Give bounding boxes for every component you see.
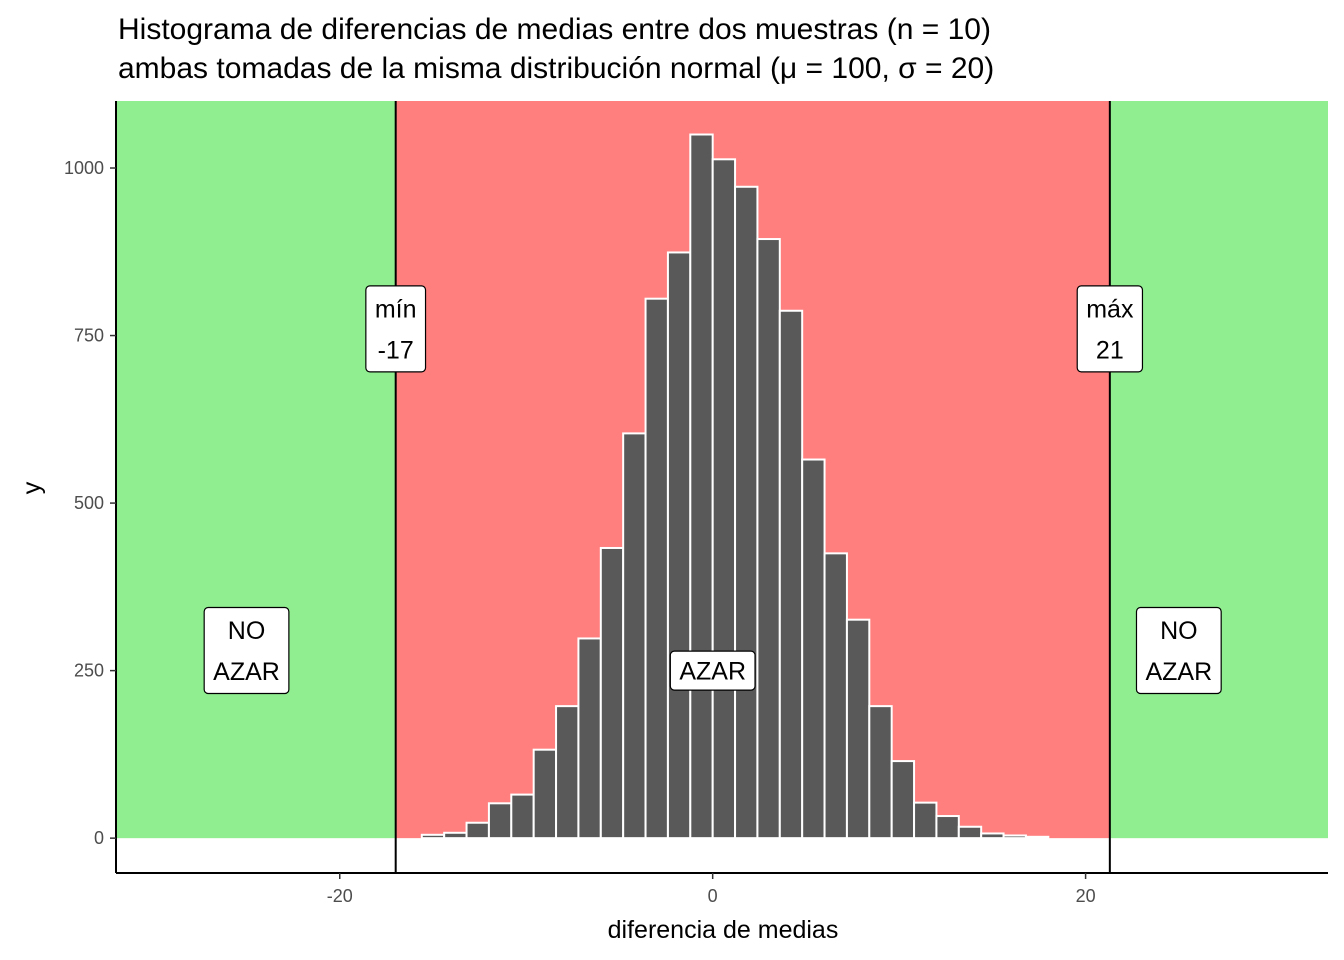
histogram-bar: [532, 748, 558, 840]
min-label-box: [365, 285, 427, 373]
no-azar-left-label-line: NO: [228, 617, 266, 645]
threshold-lines: [394, 101, 1111, 873]
no-azar-right-label-box: [1135, 606, 1222, 695]
no-azar-left-region: [116, 101, 396, 839]
histogram-bar: [577, 637, 602, 840]
chart-title-line-2: ambas tomadas de la misma distribución n…: [118, 52, 995, 85]
chart-title-line-1: Histograma de diferencias de medias entr…: [118, 13, 991, 46]
histogram-bar: [420, 833, 446, 840]
y-tick-label: 750: [74, 326, 104, 346]
no-azar-right-label-line: NO: [1160, 617, 1198, 645]
histogram-bar: [1024, 835, 1050, 840]
histogram-bar: [845, 618, 871, 840]
histogram-bar: [644, 297, 669, 840]
histogram-bar: [443, 831, 468, 840]
histogram-bar: [823, 552, 848, 840]
annotation-labels: mín -17 máx 21 NO AZAR AZAR NO AZAR: [203, 285, 1222, 695]
histogram-bar: [734, 185, 759, 840]
y-tick-label: 0: [94, 828, 104, 848]
x-tick-label: -20: [327, 886, 353, 906]
no-azar-left-label-box: [203, 606, 290, 695]
max-label-box: [1076, 285, 1144, 373]
y-tick-label: 1000: [64, 158, 104, 178]
histogram-bar: [1002, 834, 1027, 840]
max-label-line: 21: [1096, 336, 1124, 364]
azar-label-box: [669, 650, 756, 691]
histogram-bar: [487, 802, 513, 840]
histogram-bar: [622, 432, 647, 840]
y-tick-label: 250: [74, 661, 104, 681]
histogram-bar: [465, 821, 490, 840]
histogram-bar: [599, 546, 625, 840]
no-azar-left-label: NO AZAR: [203, 606, 290, 695]
histogram-bar: [957, 825, 983, 840]
histogram-bar: [666, 251, 692, 840]
histogram-bar: [801, 458, 826, 840]
no-azar-right-label: NO AZAR: [1135, 606, 1222, 695]
x-tick-label: 20: [1076, 886, 1096, 906]
histogram-bar: [711, 158, 737, 840]
axes: 0 250 500 750 1000 -20 0 20: [64, 101, 1328, 906]
y-axis-title: y: [18, 481, 46, 494]
no-azar-right-region: [1109, 101, 1328, 839]
histogram-bar: [868, 705, 893, 840]
max-label-line: máx: [1086, 295, 1134, 323]
histogram-bar: [689, 133, 714, 840]
azar-label: AZAR: [669, 650, 756, 691]
histogram-bar: [980, 832, 1005, 840]
histogram-bar: [778, 309, 804, 840]
min-label: mín -17: [365, 285, 427, 373]
histogram-bar: [935, 815, 960, 840]
azar-label-line: AZAR: [679, 658, 746, 686]
histogram-bar: [890, 760, 916, 840]
no-azar-right-label-line: AZAR: [1145, 658, 1212, 686]
chart-title: Histograma de diferencias de medias entr…: [118, 10, 994, 88]
x-tick-label: 0: [708, 886, 718, 906]
x-axis-title: diferencia de medias: [608, 916, 839, 944]
min-label-line: mín: [375, 295, 417, 323]
max-label: máx 21: [1076, 285, 1144, 373]
histogram-bar: [756, 238, 781, 840]
histogram-bar: [510, 793, 535, 840]
histogram-bar: [913, 801, 938, 840]
no-azar-left-label-line: AZAR: [213, 658, 280, 686]
min-label-line: -17: [378, 336, 414, 364]
histogram-bar: [555, 705, 580, 840]
y-tick-label: 500: [74, 493, 104, 513]
